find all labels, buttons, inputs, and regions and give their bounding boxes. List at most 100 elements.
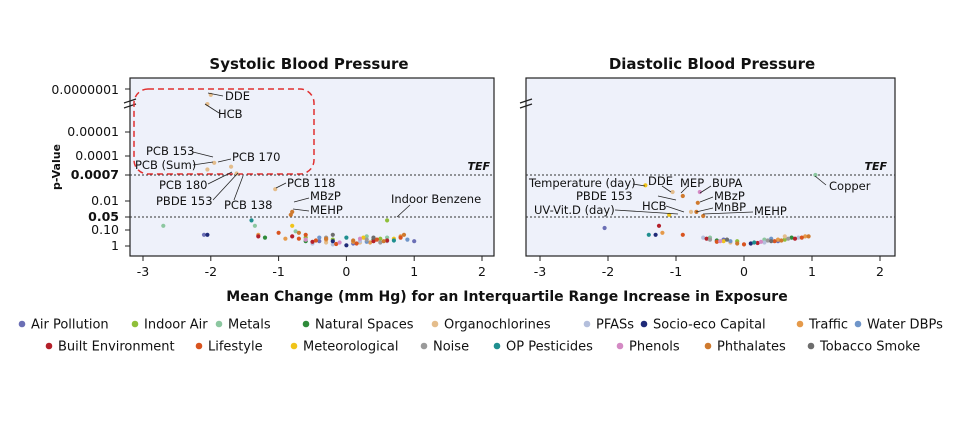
legend-marker <box>420 342 428 350</box>
legend-marker <box>18 320 26 328</box>
legend-label: OP Pesticides <box>506 340 593 355</box>
annotation-pcb153: PCB 153 <box>146 144 194 158</box>
data-point <box>313 238 318 243</box>
data-point <box>344 235 349 240</box>
data-point <box>364 234 369 239</box>
legend-label: Organochlorines <box>444 318 551 333</box>
data-point <box>782 237 787 242</box>
data-point <box>290 234 295 239</box>
legend-label: Water DBPs <box>867 318 943 333</box>
legend-label: Natural Spaces <box>315 318 414 333</box>
annotation-mnbp: MnBP <box>714 200 746 214</box>
data-point <box>688 209 694 214</box>
legend-marker <box>796 320 804 328</box>
annotation-pcb138: PCB 138 <box>224 198 272 212</box>
data-point <box>762 240 767 245</box>
data-point <box>205 167 210 172</box>
data-point <box>670 189 675 195</box>
data-point <box>201 232 207 237</box>
data-point <box>229 164 234 169</box>
data-point <box>324 236 329 241</box>
y-tick-label: 0.10 <box>91 222 119 237</box>
y-tick-label: 1 <box>111 238 119 253</box>
axis-break-mark <box>519 98 533 104</box>
annotation-temperature: Temperature (day) <box>528 176 636 190</box>
data-point <box>786 236 791 241</box>
legend-marker <box>583 320 591 328</box>
legend-marker <box>640 320 648 328</box>
data-point <box>249 218 254 223</box>
annotation-mehp: MEHP <box>754 204 787 218</box>
data-point <box>324 240 329 245</box>
y-tick-label: 0.0000001 <box>51 82 119 97</box>
y-tick-label: 0.05 <box>88 209 119 224</box>
data-point <box>799 235 804 240</box>
data-point <box>704 236 709 241</box>
data-point <box>721 239 726 244</box>
data-point <box>256 234 261 239</box>
data-point <box>758 239 764 244</box>
data-point <box>344 243 349 248</box>
annotation-mehp: MEHP <box>310 203 343 217</box>
legend-label: Metals <box>228 318 271 333</box>
legend-marker <box>195 342 203 350</box>
data-point <box>371 235 376 240</box>
panel-diastolic: Diastolic Blood Pressure TEF -3 -2 -1 0 1 2 T… <box>519 55 896 279</box>
y-tick-label: 0.00001 <box>67 124 119 139</box>
data-point <box>361 235 366 240</box>
legend-marker <box>290 342 298 350</box>
data-point <box>714 239 719 244</box>
legend-marker <box>131 320 139 328</box>
annotation-mep: MEP <box>680 176 704 190</box>
data-point <box>755 240 760 246</box>
annotation-pcb-sum: PCB (Sum) <box>135 158 196 172</box>
legend-label: Indoor Air <box>144 318 208 333</box>
data-point <box>765 238 770 243</box>
legend-marker <box>302 320 310 328</box>
data-point <box>660 230 665 235</box>
data-point <box>735 241 740 246</box>
legend-label: Lifestyle <box>208 340 263 355</box>
legend-marker <box>431 320 439 328</box>
y-tick-label: 0.01 <box>91 193 119 208</box>
y-tick-marks <box>125 88 130 247</box>
data-point <box>212 160 217 165</box>
points-group <box>602 172 818 247</box>
legend-marker <box>704 342 712 350</box>
data-point <box>351 238 356 243</box>
data-point <box>378 240 383 245</box>
legend-marker <box>807 342 815 350</box>
data-point <box>775 237 781 242</box>
data-point <box>806 234 811 239</box>
legend: Air Pollution Indoor Air Metals Natural Spa… <box>18 318 943 355</box>
data-point <box>293 229 298 234</box>
x-tick-label: 0 <box>740 264 748 279</box>
legend-label: Meteorological <box>303 340 398 355</box>
legend-label: Air Pollution <box>31 318 109 333</box>
y-tick-label: 0.0007 <box>71 167 119 182</box>
data-point <box>695 200 700 205</box>
annotation-leaders <box>614 175 827 215</box>
data-point <box>701 235 706 240</box>
annotation-pbde153: PBDE 153 <box>156 194 213 208</box>
legend-marker <box>45 342 53 350</box>
data-point <box>296 230 301 235</box>
points-group <box>161 92 417 248</box>
x-tick-label: 1 <box>808 264 816 279</box>
data-point <box>796 235 801 240</box>
legend-label: Phthalates <box>717 340 786 355</box>
tef-label: TEF <box>467 160 490 173</box>
annotation-uv-vitd: UV-Vit.D (day) <box>534 203 615 217</box>
x-axis-label: Mean Change (mm Hg) for an Interquartile… <box>226 289 787 305</box>
x-tick-label: 1 <box>410 264 418 279</box>
data-point <box>288 212 293 217</box>
x-tick-label: -1 <box>272 264 284 279</box>
axis-break-mark <box>123 98 137 104</box>
data-point <box>378 236 383 241</box>
data-point <box>792 236 798 241</box>
data-point <box>646 232 651 237</box>
data-point <box>354 241 359 246</box>
data-point <box>782 234 787 239</box>
x-tick-label: 0 <box>342 264 350 279</box>
